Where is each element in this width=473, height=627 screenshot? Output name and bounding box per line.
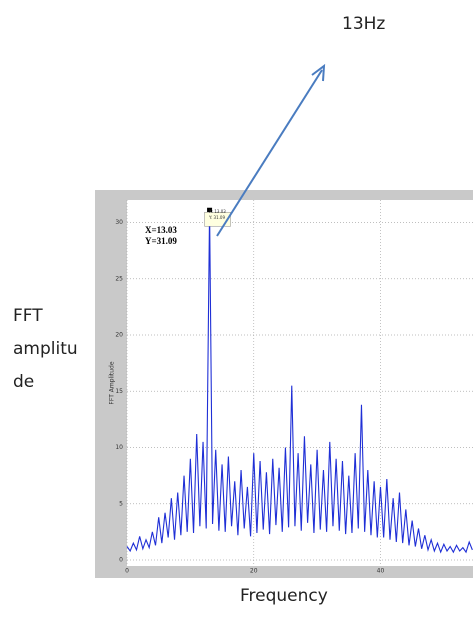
y-label: FFT amplitude bbox=[13, 306, 78, 392]
y-tick-label: 10 bbox=[115, 444, 123, 451]
y-tick-label: 15 bbox=[115, 388, 123, 395]
datatip-label: X=13.03 bbox=[145, 225, 177, 235]
y-tick-label: 5 bbox=[119, 500, 123, 507]
x-tick-label: 0 bbox=[125, 568, 129, 575]
datatip-box bbox=[204, 211, 231, 227]
spectrum-line bbox=[126, 210, 473, 554]
y-tick-label: 25 bbox=[115, 275, 123, 282]
datatip-text: X: 13.03 bbox=[209, 209, 226, 214]
datatip-label: Y=31.09 bbox=[145, 236, 177, 246]
arrow-head bbox=[311, 63, 326, 82]
inner-y-label: FFT Amplitude bbox=[109, 361, 116, 404]
x-tick-label: 20 bbox=[250, 568, 258, 575]
x-label: Frequency bbox=[240, 586, 328, 606]
y-tick-label: 20 bbox=[115, 332, 123, 339]
peak-marker bbox=[207, 207, 213, 213]
marks: 0 5 10 15 20 25 30 0 20 40 X: 13.03Y: 31.09 X=13.03… bbox=[115, 200, 473, 575]
annotation: 13Hz bbox=[342, 14, 386, 34]
x-tick-label: 40 bbox=[377, 568, 385, 575]
y-tick-label: 0 bbox=[119, 557, 123, 564]
y-tick-label: 30 bbox=[115, 219, 123, 226]
datatip-text: Y: 31.09 bbox=[208, 215, 225, 220]
arrow bbox=[216, 69, 323, 237]
